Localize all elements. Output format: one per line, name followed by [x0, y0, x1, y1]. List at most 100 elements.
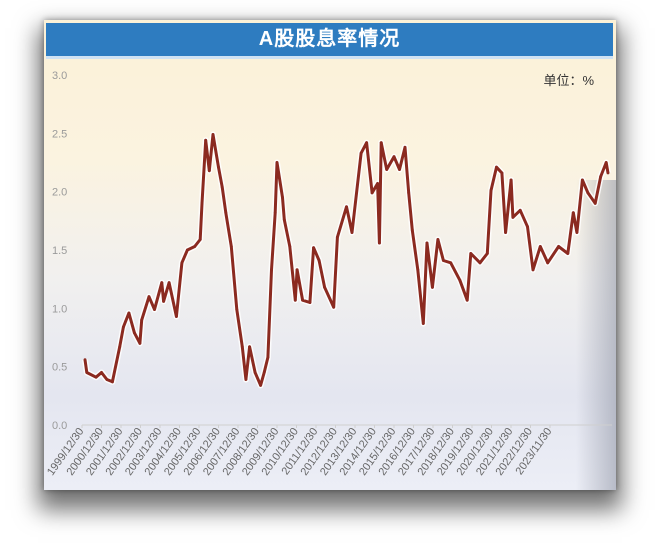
data-point — [509, 178, 513, 182]
data-point — [489, 189, 493, 192]
data-point — [458, 278, 462, 282]
data-point — [244, 378, 248, 381]
unit-label: 单位：% — [543, 73, 594, 88]
data-point — [270, 268, 273, 272]
data-point — [410, 228, 414, 232]
data-point — [162, 299, 166, 303]
data-point — [421, 322, 425, 325]
y-tick-label: 3.0 — [52, 70, 67, 82]
data-point — [281, 196, 284, 199]
data-point — [262, 371, 266, 374]
data-point — [546, 261, 550, 265]
data-point — [442, 259, 445, 262]
data-point — [392, 155, 396, 159]
data-point — [511, 215, 515, 219]
data-point — [127, 311, 131, 315]
data-point — [282, 218, 286, 222]
data-point — [301, 298, 305, 302]
data-point — [153, 308, 156, 311]
data-point — [240, 345, 244, 349]
data-point — [198, 238, 202, 241]
data-point — [436, 238, 440, 241]
data-point — [485, 252, 489, 255]
data-point — [85, 371, 89, 374]
data-point — [140, 318, 144, 322]
data-point — [83, 358, 87, 362]
data-point — [580, 178, 584, 182]
data-point — [449, 261, 453, 265]
data-point — [365, 141, 369, 145]
data-point — [350, 231, 354, 234]
data-point — [147, 295, 151, 299]
series-line — [83, 133, 610, 387]
data-point — [266, 355, 270, 359]
data-point — [606, 171, 610, 175]
data-point — [398, 168, 401, 171]
data-point — [253, 371, 257, 374]
y-tick-label: 2.5 — [52, 128, 67, 140]
data-point — [186, 248, 189, 252]
data-point — [531, 268, 535, 272]
data-point — [288, 245, 292, 248]
chart-frame: A股股息率情况 单位：% 0.0 0.5 1.0 1.5 2.0 2.5 3.0 1999/1… — [44, 20, 616, 490]
data-point — [416, 268, 420, 272]
data-point — [370, 191, 374, 195]
data-point — [495, 165, 498, 169]
background-decoration — [576, 180, 616, 490]
data-point — [94, 375, 98, 379]
data-point — [229, 245, 233, 248]
line-chart: 0.00.51.01.52.02.53.01999/12/302000/12/3… — [45, 70, 612, 478]
data-point — [111, 380, 114, 384]
data-point — [359, 151, 363, 155]
data-point — [403, 145, 407, 149]
data-point — [599, 175, 603, 178]
data-point — [376, 182, 379, 185]
data-point — [378, 241, 381, 245]
data-point — [478, 261, 482, 265]
data-point — [604, 161, 608, 164]
data-point — [224, 211, 228, 215]
chart-card: A股股息率情况 单位：% 0.0 0.5 1.0 1.5 2.0 2.5 3.0 1999/1… — [44, 20, 616, 490]
data-point — [465, 298, 469, 302]
data-point — [273, 211, 277, 215]
data-point — [586, 191, 590, 195]
data-point — [500, 171, 504, 175]
data-point — [235, 308, 239, 311]
data-point — [175, 315, 178, 318]
data-point — [308, 301, 312, 304]
data-point — [160, 281, 164, 285]
data-point — [557, 245, 561, 248]
data-point — [575, 231, 579, 234]
chart-title: A股股息率情况 — [46, 23, 613, 59]
data-point — [332, 305, 336, 309]
data-point — [100, 371, 103, 374]
data-point — [431, 285, 434, 289]
series-line-halo — [82, 131, 611, 389]
data-point — [293, 298, 297, 302]
data-point — [118, 345, 122, 349]
data-point — [335, 235, 339, 239]
data-point — [425, 241, 429, 245]
data-point — [217, 165, 220, 169]
data-point — [593, 201, 597, 205]
y-tick-label: 1.0 — [52, 303, 67, 315]
data-point — [504, 231, 507, 234]
data-point — [317, 259, 321, 262]
y-tick-label: 0.5 — [52, 362, 67, 374]
y-tick-label: 1.5 — [52, 245, 67, 257]
data-point — [207, 169, 211, 173]
data-point — [204, 138, 208, 142]
data-point — [295, 268, 299, 272]
data-point — [132, 331, 136, 335]
data-point — [180, 261, 184, 265]
data-point — [538, 245, 542, 248]
y-tick-label: 2.0 — [52, 187, 67, 199]
data-point — [407, 191, 411, 195]
data-point — [571, 211, 575, 215]
data-point — [138, 341, 142, 345]
data-point — [259, 383, 262, 387]
data-point — [193, 245, 197, 248]
data-point — [566, 252, 570, 255]
data-point — [518, 208, 522, 212]
data-point — [105, 378, 109, 381]
